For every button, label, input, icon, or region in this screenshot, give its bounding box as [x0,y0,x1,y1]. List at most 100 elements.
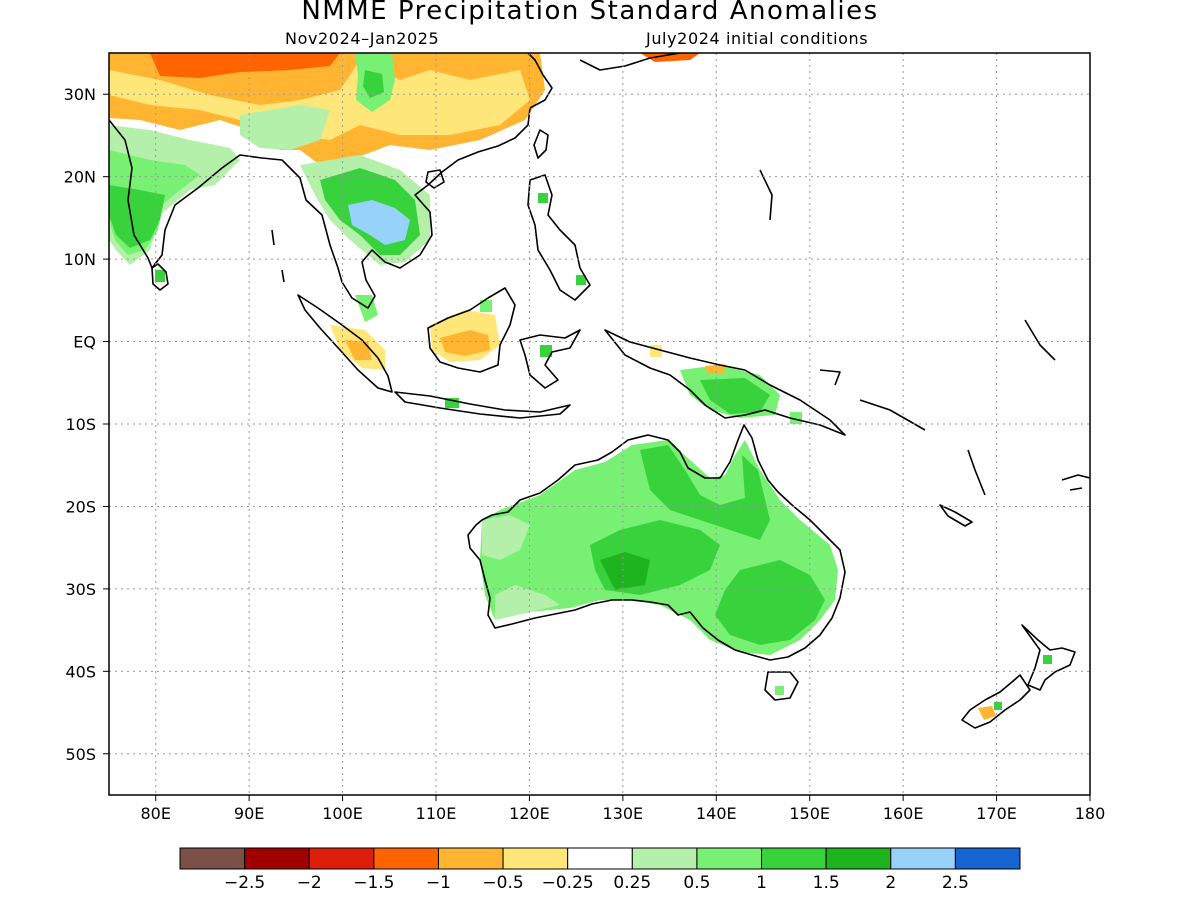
lat-tick-label: 30S [65,580,96,599]
anomaly-dry-sumatra-core [345,340,372,360]
lon-tick-label: 160E [883,804,924,823]
colorbar-swatch [631,847,698,870]
lon-tick-label: 170E [976,804,1017,823]
colorbar-label: 0.25 [613,873,651,893]
lon-tick-label: 90E [234,804,264,823]
coastline-philippines [527,174,591,301]
colorbar-swatch [437,847,504,870]
map-title: NMME Precipitation Standard Anomalies [301,0,879,26]
anomaly-dry-new-zealand [978,706,996,720]
anomaly-wet-sulawesi [540,345,552,357]
colorbar-label: −0.5 [482,873,523,893]
colorbar-label: 1.5 [813,873,840,893]
colorbar-label: −2 [297,873,322,893]
coastline-new-caledonia [939,504,973,527]
colorbar-swatch [954,847,1021,870]
anomaly-wet-philippines-2 [576,275,586,285]
anomaly-dry-new-guinea-west [650,345,662,357]
coastline-sri-lanka [151,263,169,291]
coastline-java [394,391,571,419]
coastline-japan-korea [579,53,681,71]
anomaly-wet-png-east [790,412,802,424]
anomaly-strong-wet-india [109,185,165,248]
anomaly-strong-wet-north-australia [640,445,770,540]
coastlines [109,53,1090,729]
colorbar-swatch [308,847,375,870]
anomaly-wet-borneo-north [480,300,492,312]
lat-tick-label: 10S [65,415,96,434]
colorbar-label: 1 [756,873,767,893]
lat-tick-label: 40S [65,662,96,681]
anomaly-slightly-below-asia [109,60,530,140]
coastline-new-guinea [604,329,846,436]
anomaly-strong-dry-himalaya [150,53,340,78]
lat-tick-label: 20S [65,497,96,516]
colorbar-swatch [502,847,569,870]
anomaly-wet-java [445,398,459,408]
anomaly-wet-new-zealand-north [1043,655,1052,664]
anomaly-dry-new-guinea [705,364,725,374]
lon-tick-label: 130E [603,804,644,823]
lon-tick-label: 100E [322,804,363,823]
anomaly-strong-wet-new-guinea [700,378,770,414]
anomaly-very-wet-thailand [348,200,410,245]
lat-tick-label: 30N [64,85,96,104]
coastline-vanuatu-fiji [967,449,1090,496]
coastline-new-zealand-north [1021,624,1076,691]
colorbar-swatch [373,847,439,870]
anomaly-shading [109,53,1052,720]
anomaly-wet-srilanka [155,270,165,282]
map-frame [108,52,1091,796]
lon-tick-label: 150E [789,804,830,823]
colorbar-label: −0.25 [542,873,594,893]
colorbar-label: 2.5 [942,873,969,893]
lon-tick-label: 120E [509,804,550,823]
coastline-sumatra [297,294,393,393]
coastline-tasmania [764,671,799,701]
anomaly-wet-new-zealand-south [994,702,1002,710]
anomaly-wet-tasmania [775,686,784,695]
lon-tick-label: 180 [1075,804,1106,823]
colorbar-swatch [890,847,956,870]
colorbar-label: 0.5 [683,873,710,893]
anomaly-very-strong-wet-australia [600,552,650,590]
colorbar-label: −1.5 [353,873,394,893]
coastline-australia [467,424,846,661]
anomaly-slightly-above-australia-south [495,585,560,620]
anomaly-wet-bangladesh [240,105,330,150]
colorbar-swatch [179,847,246,870]
forecast-period: Nov2024–Jan2025 [285,29,440,48]
longitude-labels: 80E 90E 100E 110E 120E 130E 140E 150E 160E 170E 18… [140,804,1105,823]
colorbar-label: 2 [885,873,896,893]
anomaly-strong-dry-northeast [640,53,700,62]
colorbar-swatch [825,847,892,870]
lat-tick-label: 20N [64,168,96,187]
anomaly-above-normal-sichuan [363,70,384,98]
coastline-andaman-islands [271,229,285,283]
lon-tick-label: 110E [416,804,457,823]
initial-conditions: July2024 initial conditions [646,29,869,48]
axis-ticks [103,93,1091,801]
anomaly-wet-malaysia [355,295,378,322]
coastline-new-zealand-south [961,674,1031,729]
colorbar-swatch [696,847,763,870]
colorbar [179,847,1021,870]
lat-tick-label: EQ [73,333,96,352]
anomaly-strong-wet-east-australia [715,560,825,645]
anomaly-wet-philippines-1 [538,193,548,203]
lat-tick-label: 50S [65,745,96,764]
coastline-taiwan [533,129,549,159]
lon-tick-label: 80E [140,804,170,823]
colorbar-swatch [761,847,827,870]
colorbar-swatch [567,847,633,870]
coastline-micronesia [759,169,1056,361]
colorbar-label: −2.5 [224,873,265,893]
map-gridlines [109,53,1090,795]
latitude-labels: 30N 20N 10N EQ 10S 20S 30S 40S 50S [64,85,96,764]
lon-tick-label: 140E [696,804,737,823]
coastline-hainan [425,169,445,189]
anomaly-slightly-above-west-australia [482,515,530,560]
coastline-bismarck-solomons [819,369,926,431]
anomaly-dry-borneo-core [440,330,490,356]
